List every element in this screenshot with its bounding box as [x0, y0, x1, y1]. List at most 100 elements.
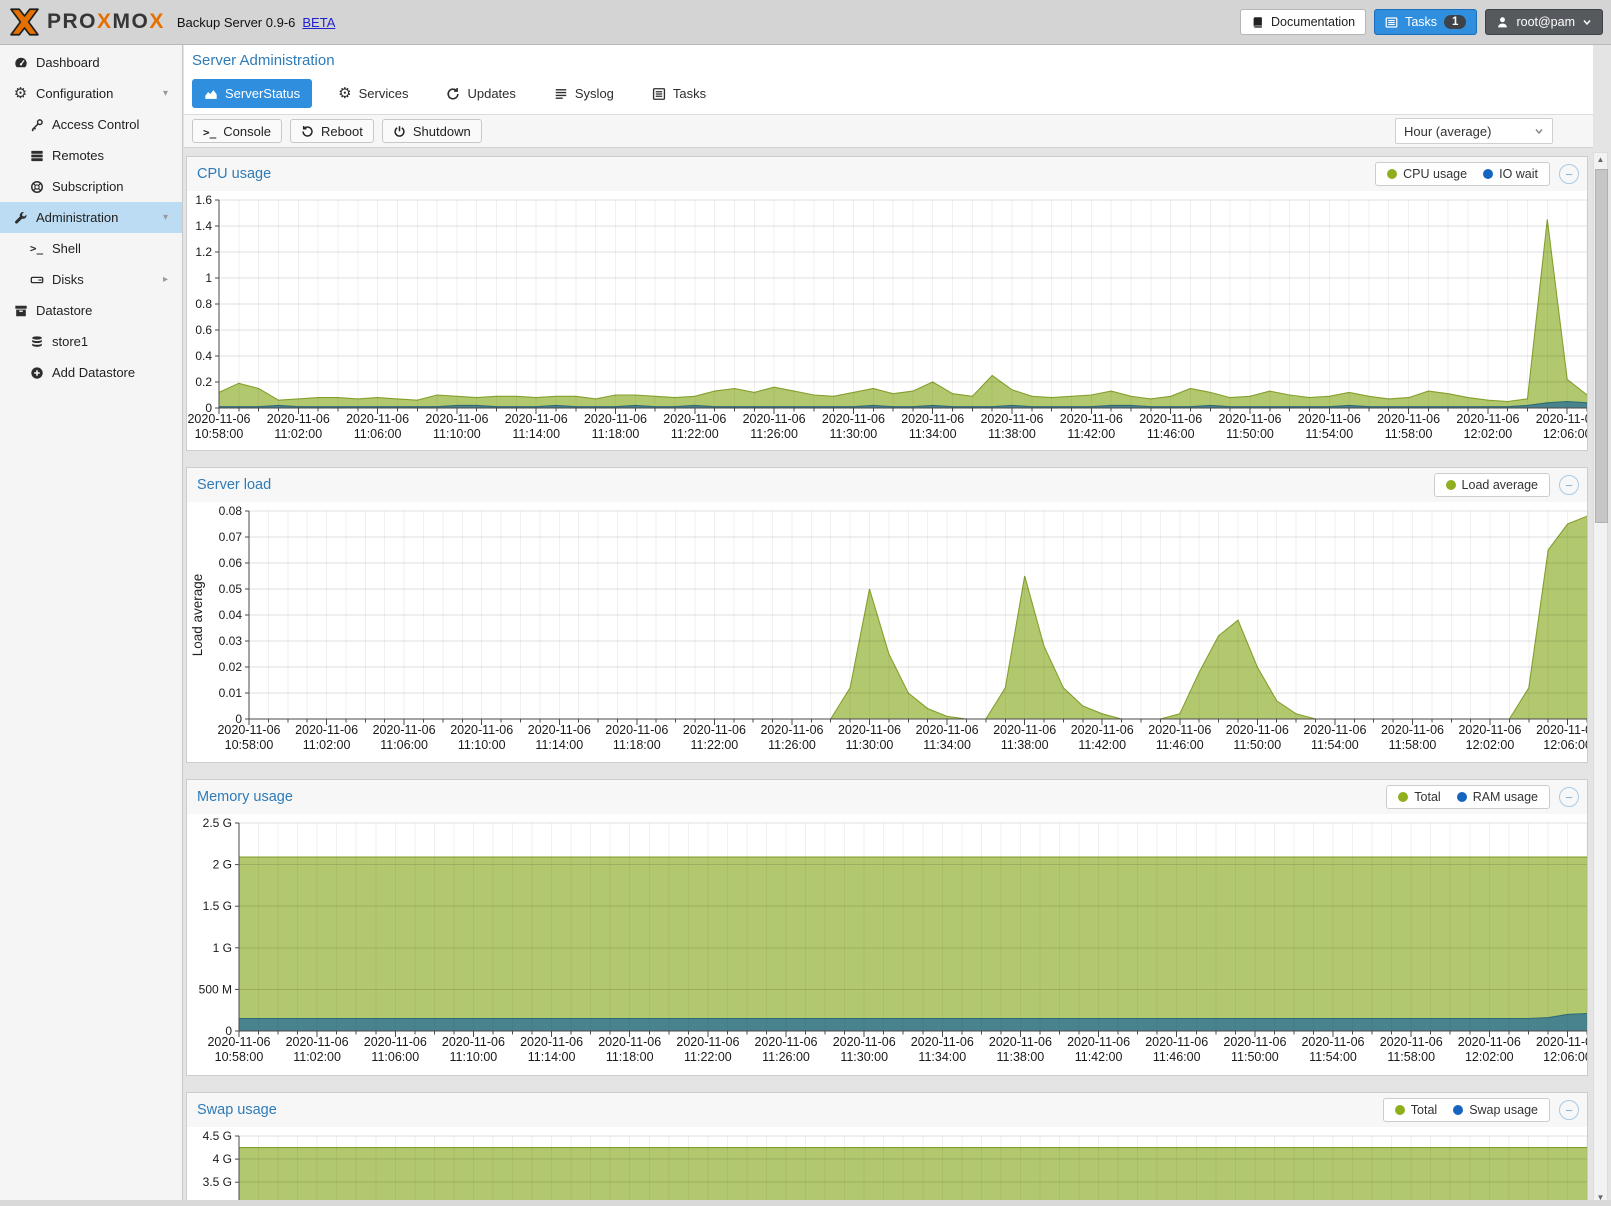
svg-text:2020-11-06: 2020-11-06 [207, 1035, 270, 1049]
svg-text:11:06:00: 11:06:00 [371, 1050, 419, 1064]
svg-text:11:42:00: 11:42:00 [1075, 1050, 1123, 1064]
gears-icon: ⚙ [338, 85, 352, 102]
legend-dot-icon [1453, 1105, 1464, 1115]
svg-text:2020-11-06: 2020-11-06 [364, 1035, 427, 1049]
svg-text:1: 1 [205, 271, 212, 285]
svg-text:2020-11-06: 2020-11-06 [1377, 412, 1440, 426]
documentation-button[interactable]: Documentation [1240, 9, 1367, 35]
svg-text:0.04: 0.04 [219, 608, 243, 622]
collapse-panel-icon[interactable]: − [1559, 787, 1579, 807]
svg-text:2020-11-06: 2020-11-06 [267, 412, 330, 426]
svg-text:2020-11-06: 2020-11-06 [1536, 412, 1587, 426]
svg-text:11:30:00: 11:30:00 [830, 427, 878, 441]
svg-text:11:10:00: 11:10:00 [458, 738, 506, 752]
svg-text:2020-11-06: 2020-11-06 [1071, 723, 1134, 737]
sidebar-item-disks[interactable]: Disks ▸ [0, 264, 182, 295]
svg-text:2020-11-06: 2020-11-06 [1380, 1035, 1443, 1049]
timeframe-select[interactable]: Hour (average) [1395, 118, 1553, 144]
svg-text:1.4: 1.4 [195, 219, 212, 233]
sidebar-item-dashboard[interactable]: Dashboard [0, 47, 182, 78]
beta-link[interactable]: BETA [302, 14, 336, 30]
scroll-down-icon[interactable]: ▼ [1596, 1193, 1605, 1202]
svg-text:12:06:00: 12:06:00 [1543, 427, 1587, 441]
scroll-up-icon[interactable]: ▲ [1596, 155, 1605, 164]
tasks-button[interactable]: Tasks 1 [1374, 9, 1478, 35]
svg-text:11:14:00: 11:14:00 [512, 427, 560, 441]
panel-header: CPU usage CPU usage IO wait − [187, 157, 1587, 191]
sidebar-item-administration[interactable]: Administration ▾ [0, 202, 182, 233]
svg-text:2020-11-06: 2020-11-06 [1303, 723, 1366, 737]
sidebar-item-remotes[interactable]: Remotes [0, 140, 182, 171]
chevron-down-icon [1582, 17, 1592, 27]
sidebar-item-add-datastore[interactable]: Add Datastore [0, 357, 182, 388]
svg-text:12:02:00: 12:02:00 [1464, 427, 1513, 441]
gauge-icon [12, 56, 29, 70]
svg-text:0.8: 0.8 [195, 297, 212, 311]
sidebar-item-store1[interactable]: store1 [0, 326, 182, 357]
collapse-panel-icon[interactable]: − [1559, 475, 1579, 495]
sidebar-item-datastore[interactable]: Datastore [0, 295, 182, 326]
tab-serverstatus[interactable]: ServerStatus [192, 79, 313, 108]
svg-text:11:02:00: 11:02:00 [293, 1050, 341, 1064]
sidebar-item-access-control[interactable]: Access Control [0, 109, 182, 140]
key-icon [28, 118, 45, 132]
legend-item-ram-usage: RAM usage [1456, 790, 1538, 804]
svg-text:2020-11-06: 2020-11-06 [989, 1035, 1052, 1049]
panel-title: CPU usage [197, 166, 272, 182]
scrollbar-thumb[interactable] [1595, 169, 1608, 523]
svg-text:2020-11-06: 2020-11-06 [1536, 723, 1587, 737]
svg-text:2020-11-06: 2020-11-06 [1536, 1035, 1587, 1049]
svg-text:11:30:00: 11:30:00 [846, 738, 894, 752]
server-rows-icon [28, 149, 45, 163]
svg-text:11:34:00: 11:34:00 [909, 427, 957, 441]
tab-services[interactable]: ⚙ Services [338, 85, 409, 102]
svg-text:2020-11-06: 2020-11-06 [838, 723, 901, 737]
svg-text:0.07: 0.07 [219, 530, 243, 544]
svg-text:2020-11-06: 2020-11-06 [822, 412, 885, 426]
svg-text:0: 0 [225, 1024, 232, 1038]
reboot-button[interactable]: Reboot [289, 119, 374, 143]
shutdown-button[interactable]: Shutdown [381, 119, 482, 143]
svg-text:2020-11-06: 2020-11-06 [1145, 1035, 1208, 1049]
sidebar-item-shell[interactable]: >_ Shell [29, 241, 81, 256]
vertical-scrollbar[interactable]: ▲ ▼ [1593, 152, 1608, 1206]
list-icon [1385, 16, 1398, 29]
svg-text:500 M: 500 M [199, 982, 232, 996]
collapse-panel-icon[interactable]: − [1559, 1100, 1579, 1120]
panel-header: Server load Load average − [187, 468, 1587, 502]
legend-dot-icon [1387, 169, 1398, 179]
sidebar-item-configuration[interactable]: ⚙ Configuration ▾ [0, 78, 182, 109]
svg-text:11:22:00: 11:22:00 [691, 738, 739, 752]
svg-text:2020-11-06: 2020-11-06 [505, 412, 568, 426]
user-menu-button[interactable]: root@pam [1485, 9, 1603, 35]
svg-text:2020-11-06: 2020-11-06 [584, 412, 647, 426]
tab-updates[interactable]: Updates [434, 79, 527, 108]
reboot-icon [301, 125, 314, 138]
svg-text:2 G: 2 G [213, 858, 232, 872]
svg-text:11:58:00: 11:58:00 [1385, 427, 1433, 441]
svg-text:12:02:00: 12:02:00 [1465, 1050, 1514, 1064]
tab-tasks[interactable]: Tasks [640, 79, 718, 108]
console-button[interactable]: >_ Console [192, 119, 282, 143]
collapse-panel-icon[interactable]: − [1559, 164, 1579, 184]
svg-text:11:34:00: 11:34:00 [918, 1050, 966, 1064]
svg-text:11:10:00: 11:10:00 [450, 1050, 498, 1064]
svg-text:2.5 G: 2.5 G [203, 816, 232, 830]
main-content: Server Administration ServerStatus ⚙ Servi… [184, 45, 1593, 1206]
svg-text:11:18:00: 11:18:00 [606, 1050, 654, 1064]
chart-legend: CPU usage IO wait [1375, 162, 1550, 186]
svg-text:2020-11-06: 2020-11-06 [1298, 412, 1361, 426]
legend-item-swap-usage: Swap usage [1453, 1103, 1538, 1117]
svg-text:11:42:00: 11:42:00 [1078, 738, 1126, 752]
chart-legend: Total Swap usage [1382, 1098, 1550, 1122]
panels: CPU usage CPU usage IO wait − 0 0.2 0.4 0.6 0.8 1… [184, 148, 1593, 1206]
brand-name: PROXMOX [47, 10, 165, 33]
tab-syslog[interactable]: Syslog [542, 79, 626, 108]
svg-text:2020-11-06: 2020-11-06 [1067, 1035, 1130, 1049]
svg-text:0: 0 [205, 401, 212, 415]
svg-text:12:02:00: 12:02:00 [1466, 738, 1515, 752]
sidebar-item-subscription[interactable]: Subscription [0, 171, 182, 202]
chart-legend: Load average [1433, 473, 1550, 497]
svg-text:11:42:00: 11:42:00 [1067, 427, 1115, 441]
